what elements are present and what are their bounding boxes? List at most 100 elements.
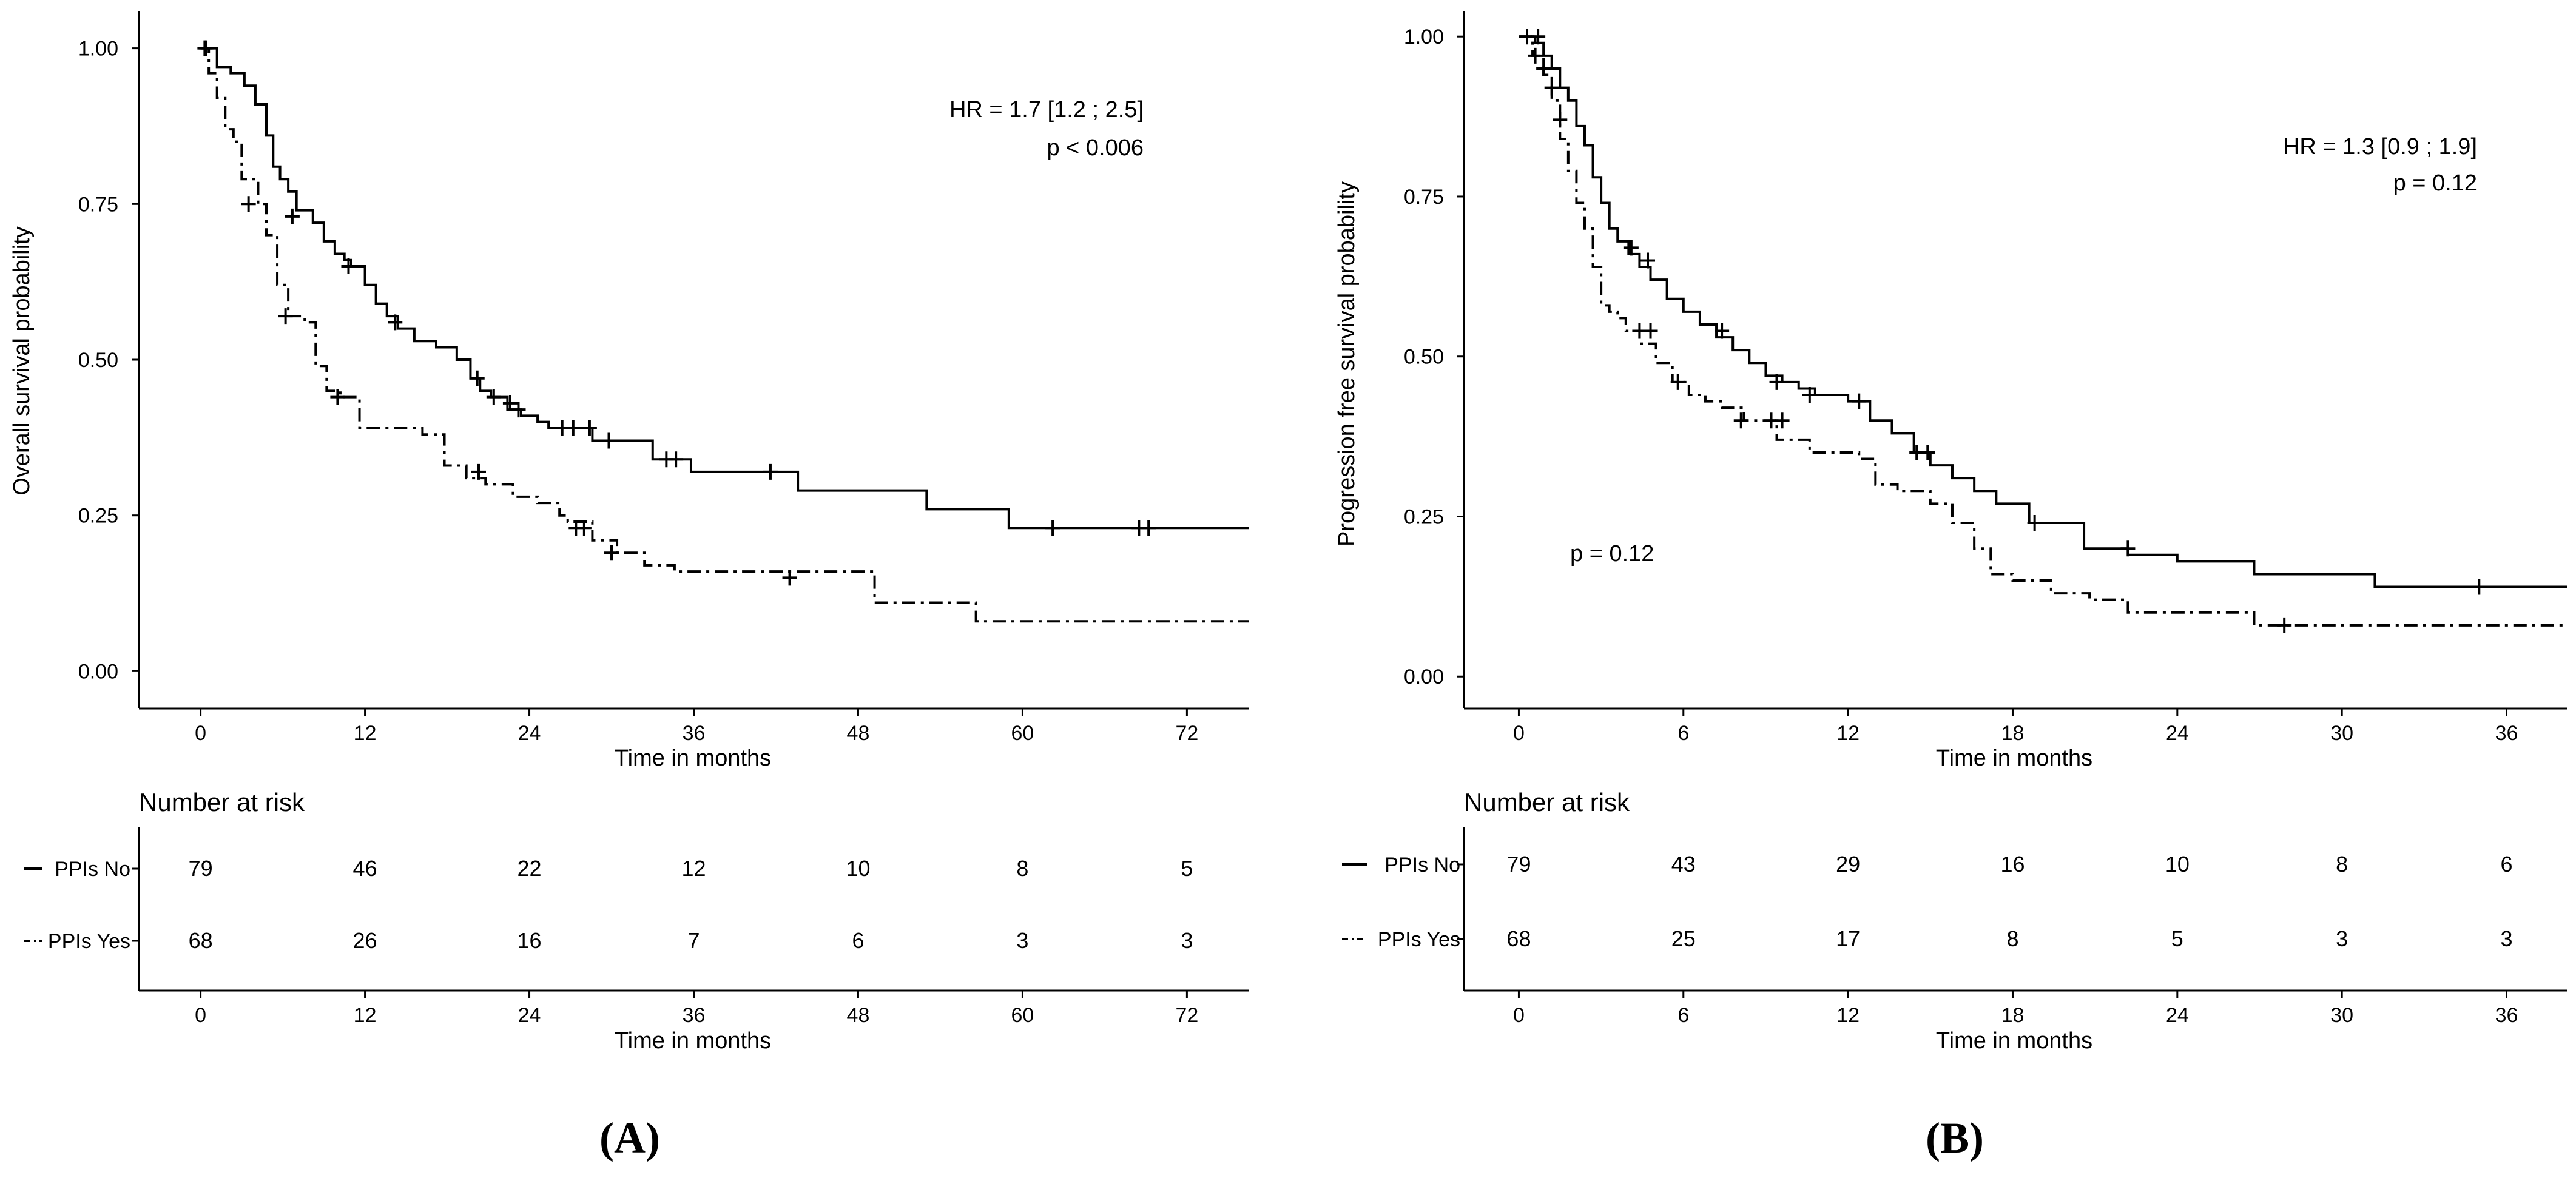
panel-a-censor-mark <box>285 208 300 224</box>
panel-a-censor-mark <box>782 570 797 586</box>
panel-b-y-tick-label: 0.00 <box>1404 665 1444 688</box>
panel-b-risk-count: 16 <box>2000 852 2025 877</box>
panel-a-censor-mark <box>763 463 778 480</box>
panel-a-y-axis-label: Overall survival probability <box>9 226 35 496</box>
panel-b-censor-mark <box>2277 617 2292 633</box>
panel-b-censor-mark <box>1775 412 1790 429</box>
panel-a-censor-mark <box>486 389 501 405</box>
panel-b-risk-count: 6 <box>2500 852 2512 877</box>
panel-b-censor-mark <box>1623 240 1639 256</box>
panel-a-censor-mark <box>601 432 616 449</box>
panel-a-risk-x-tick-label: 36 <box>683 1004 706 1027</box>
panel-b-x-tick-label: 24 <box>2166 722 2189 745</box>
panel-b-risk-count: 17 <box>1836 926 1860 951</box>
panel-b-axes <box>1463 11 2567 710</box>
panel-b-risk-x-tick-label: 36 <box>2495 1004 2518 1027</box>
panel-b-x-axis-label: Time in months <box>1936 746 2092 771</box>
panel-b-censor-marks <box>1520 29 2487 633</box>
panel-b-censor-mark <box>1640 252 1655 269</box>
panel-b-censor-mark <box>2472 579 2487 595</box>
panel-b-series-ppis-yes-line <box>1519 35 2567 627</box>
panel-a-x-tick-label: 48 <box>847 722 870 745</box>
panel-a-risk-count: 46 <box>353 856 377 881</box>
panel-a-risk-count: 8 <box>1016 856 1028 881</box>
panel-a-x-tick-label: 60 <box>1011 722 1034 745</box>
panel-a-censor-mark <box>241 196 256 212</box>
panel-b-censor-mark <box>1553 112 1568 128</box>
panel-b-risk-x-tick-label: 6 <box>1677 1004 1689 1027</box>
panel-b-risk-x-tick-label: 24 <box>2166 1004 2189 1027</box>
panel-a-risk-x-tick-label: 12 <box>354 1004 377 1027</box>
panel-a-censor-mark <box>565 420 581 436</box>
panel-b-risk-x-tick-label: 0 <box>1513 1004 1525 1027</box>
panel-b-y-tick-label: 0.50 <box>1404 346 1444 369</box>
panel-b-risk-count: 29 <box>1836 852 1860 877</box>
panel-a-censor-mark <box>604 545 619 561</box>
panel-b-censor-mark <box>1715 323 1730 339</box>
panel-b-risk-x-tick-label: 12 <box>1836 1004 1860 1027</box>
panel-b-censor-mark <box>1920 444 1935 460</box>
panel-b-risk-count: 79 <box>1506 852 1531 877</box>
panel-b-risk-count: 3 <box>2500 926 2512 951</box>
panel-a-x-axis-label: Time in months <box>615 746 771 771</box>
panel-b-censor-mark <box>2120 540 2136 557</box>
panel-b-risk-count: 8 <box>2336 852 2348 877</box>
panel-b-censor-mark <box>1733 412 1748 429</box>
panel-a-x-tick-label: 12 <box>354 722 377 745</box>
panel-a-censor-mark <box>582 420 597 436</box>
panel-b-x-tick-label: 6 <box>1677 722 1689 745</box>
panel-b-p-annotation-extra: p = 0.12 <box>1570 541 1654 567</box>
panel-a-series-ppis-no-line <box>200 47 1249 530</box>
panel-a-y-tick-label: 0.75 <box>78 193 118 216</box>
panel-b-risk-table: 0 6 12 18 24 30 36 PPIs No 79 43 29 16 10 8 6 PPIs Yes 6… <box>1342 827 2567 1027</box>
panel-a-hr-annotation: HR = 1.7 [1.2 ; 2.5] <box>949 97 1144 123</box>
panel-a-risk-count: 10 <box>846 856 870 881</box>
panel-a-risk-count: 7 <box>687 928 700 953</box>
panel-a-series-ppis-yes-line <box>200 47 1249 623</box>
panel-a-censor-mark <box>471 463 486 480</box>
panel-b-censor-mark <box>1802 387 1817 403</box>
panel-a-x-tick-label: 24 <box>518 722 541 745</box>
panel-a-risk-row-label: PPIs No <box>55 858 130 881</box>
panel-a-censor-mark <box>502 395 518 411</box>
panel-a-censor-mark <box>341 258 356 274</box>
panel-a-x-tick-label: 36 <box>683 722 706 745</box>
panel-b-risk-count: 25 <box>1671 926 1696 951</box>
panel-b-risk-x-tick-label: 18 <box>2001 1004 2025 1027</box>
panel-b-label: (B) <box>1926 1114 1984 1162</box>
panel-b-censor-mark <box>2027 515 2042 531</box>
panel-b-censor-mark <box>1544 79 1559 96</box>
panel-a-risk-count: 79 <box>189 856 213 881</box>
panel-a-y-tick-label: 0.50 <box>78 349 118 372</box>
panel-b-risk-x-axis-label: Time in months <box>1936 1028 2092 1054</box>
panel-a-risk-count: 5 <box>1181 856 1193 881</box>
panel-a-censor-mark <box>669 451 684 468</box>
panel-a-censor-mark <box>1141 520 1156 536</box>
panel-b-censor-mark <box>1536 60 1551 76</box>
panel-a-p-annotation: p < 0.006 <box>1047 135 1144 161</box>
panel-b-hr-annotation: HR = 1.3 [0.9 ; 1.9] <box>2283 134 2477 160</box>
panel-b-risk-count: 68 <box>1506 926 1531 951</box>
panel-b-risk-count: 5 <box>2171 926 2183 951</box>
panel-a-censor-mark <box>197 40 212 56</box>
panel-b-risk-table-title: Number at risk <box>1464 788 1630 816</box>
panel-b-censor-mark <box>1852 393 1867 409</box>
panel-a-risk-table-title: Number at risk <box>139 788 305 816</box>
panel-b-censor-mark <box>1643 323 1658 339</box>
panel-a-risk-count: 16 <box>518 928 542 953</box>
panel-a-censor-mark <box>1045 520 1060 536</box>
panel-a-risk-row-label: PPIs Yes <box>48 930 130 953</box>
panel-a-risk-count: 6 <box>852 928 864 953</box>
panel-b-censor-mark <box>1670 374 1685 390</box>
panel-a-risk-x-tick-label: 60 <box>1011 1004 1034 1027</box>
panel-b-p-annotation: p = 0.12 <box>2393 170 2477 196</box>
panel-a-risk-x-tick-label: 48 <box>847 1004 870 1027</box>
panel-b-censor-mark <box>1531 29 1546 45</box>
panel-b-x-tick-label: 18 <box>2001 722 2025 745</box>
panel-b-x-tick-label: 30 <box>2330 722 2353 745</box>
panel-a-censor-marks <box>197 40 1156 586</box>
panel-a-series <box>200 47 1249 623</box>
panel-a-censor-mark <box>576 520 592 536</box>
